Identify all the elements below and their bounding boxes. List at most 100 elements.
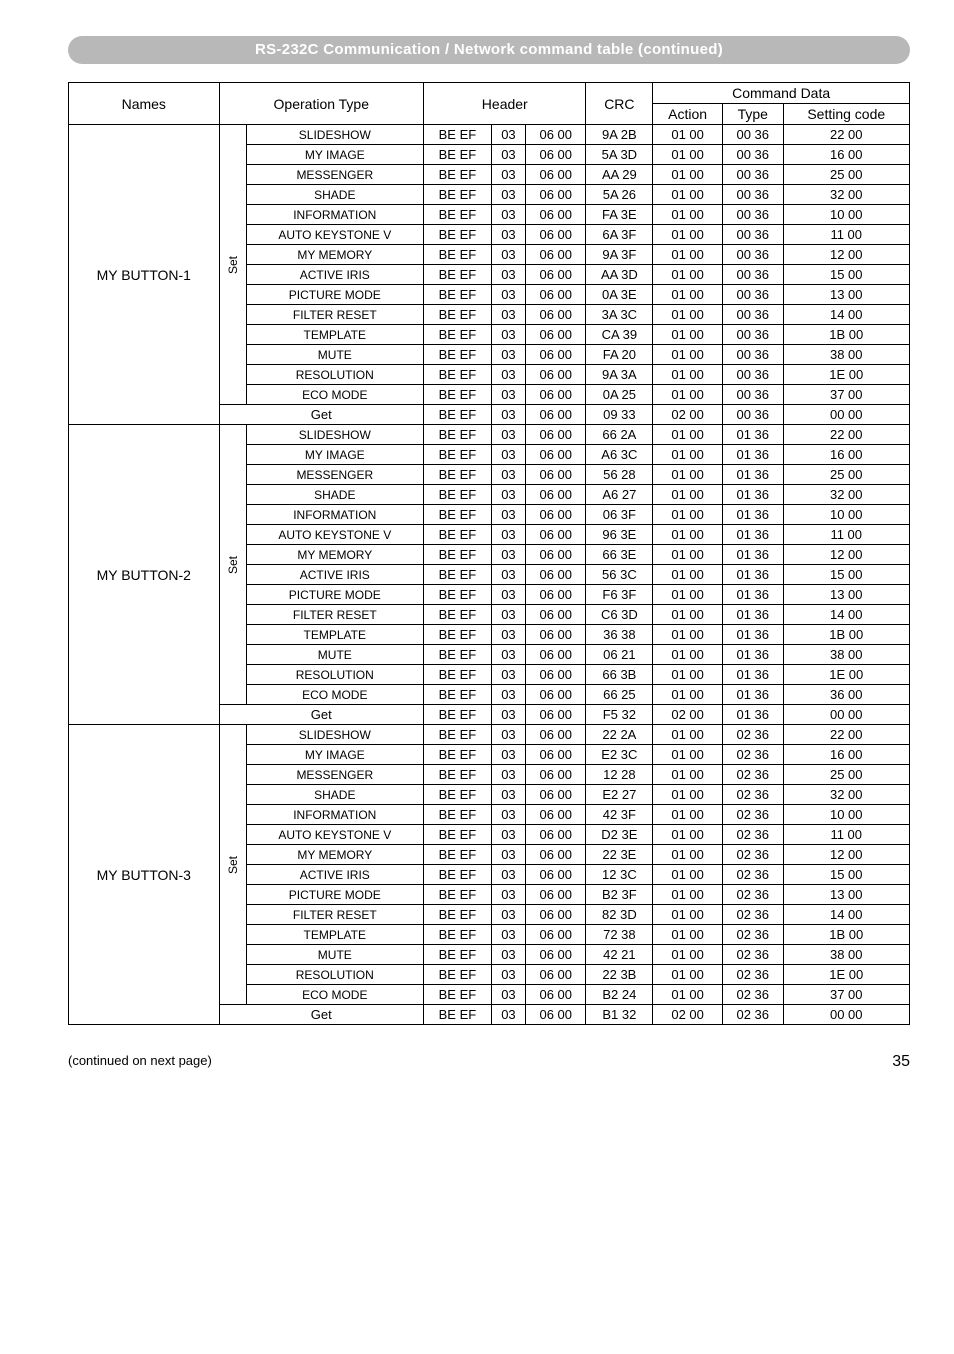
cell-t: 00 36 [723, 345, 783, 365]
cell-h3: 06 00 [526, 885, 586, 905]
cell-h1: BE EF [424, 145, 492, 165]
cell-s: 00 00 [783, 1005, 910, 1025]
cell-crc: 0A 3E [586, 285, 653, 305]
get-label: Get [219, 705, 424, 725]
cell-h2: 03 [491, 425, 525, 445]
get-label: Get [219, 405, 424, 425]
cell-h3: 06 00 [526, 425, 586, 445]
cell-h3: 06 00 [526, 865, 586, 885]
cell-crc: B2 3F [586, 885, 653, 905]
cell-crc: 22 3E [586, 845, 653, 865]
operation-name: PICTURE MODE [246, 285, 424, 305]
operation-name: TEMPLATE [246, 325, 424, 345]
cell-h1: BE EF [424, 965, 492, 985]
cell-crc: 66 25 [586, 685, 653, 705]
cell-h3: 06 00 [526, 1005, 586, 1025]
cell-h3: 06 00 [526, 185, 586, 205]
command-table: Names Operation Type Header CRC Command … [68, 82, 910, 1025]
cell-h1: BE EF [424, 505, 492, 525]
cell-s: 13 00 [783, 585, 910, 605]
cell-a: 01 00 [653, 125, 723, 145]
cell-a: 01 00 [653, 925, 723, 945]
cell-a: 01 00 [653, 305, 723, 325]
cell-crc: 22 2A [586, 725, 653, 745]
cell-h3: 06 00 [526, 325, 586, 345]
cell-t: 02 36 [723, 805, 783, 825]
operation-name: INFORMATION [246, 205, 424, 225]
operation-name: ACTIVE IRIS [246, 265, 424, 285]
cell-h1: BE EF [424, 205, 492, 225]
cell-s: 36 00 [783, 685, 910, 705]
cell-h2: 03 [491, 405, 525, 425]
col-names: Names [69, 83, 220, 125]
cell-a: 01 00 [653, 325, 723, 345]
cell-s: 37 00 [783, 985, 910, 1005]
col-setting-code: Setting code [783, 104, 910, 125]
cell-s: 22 00 [783, 125, 910, 145]
cell-crc: 5A 3D [586, 145, 653, 165]
col-operation: Operation Type [219, 83, 424, 125]
cell-a: 01 00 [653, 425, 723, 445]
cell-h3: 06 00 [526, 345, 586, 365]
cell-h1: BE EF [424, 665, 492, 685]
cell-h1: BE EF [424, 305, 492, 325]
cell-t: 01 36 [723, 445, 783, 465]
cell-h1: BE EF [424, 825, 492, 845]
cell-s: 16 00 [783, 445, 910, 465]
operation-name: MY MEMORY [246, 245, 424, 265]
cell-s: 13 00 [783, 885, 910, 905]
cell-h1: BE EF [424, 725, 492, 745]
cell-s: 22 00 [783, 725, 910, 745]
cell-crc: 42 3F [586, 805, 653, 825]
cell-h3: 06 00 [526, 145, 586, 165]
cell-h3: 06 00 [526, 165, 586, 185]
cell-h3: 06 00 [526, 445, 586, 465]
cell-crc: 5A 26 [586, 185, 653, 205]
cell-h2: 03 [491, 265, 525, 285]
cell-crc: 36 38 [586, 625, 653, 645]
cell-h1: BE EF [424, 585, 492, 605]
cell-s: 00 00 [783, 705, 910, 725]
cell-h1: BE EF [424, 485, 492, 505]
cell-h3: 06 00 [526, 625, 586, 645]
set-label: Set [219, 125, 246, 405]
cell-s: 11 00 [783, 225, 910, 245]
cell-crc: E2 27 [586, 785, 653, 805]
cell-a: 01 00 [653, 245, 723, 265]
banner-title: RS-232C Communication / Network command … [68, 36, 910, 64]
cell-a: 02 00 [653, 1005, 723, 1025]
cell-a: 01 00 [653, 665, 723, 685]
operation-name: MY IMAGE [246, 445, 424, 465]
operation-name: MUTE [246, 645, 424, 665]
cell-a: 01 00 [653, 765, 723, 785]
cell-h1: BE EF [424, 805, 492, 825]
cell-h3: 06 00 [526, 705, 586, 725]
page: RS-232C Communication / Network command … [0, 0, 954, 1099]
cell-h2: 03 [491, 845, 525, 865]
cell-crc: 12 3C [586, 865, 653, 885]
cell-t: 01 36 [723, 645, 783, 665]
cell-h2: 03 [491, 365, 525, 385]
cell-a: 01 00 [653, 365, 723, 385]
cell-h3: 06 00 [526, 785, 586, 805]
cell-crc: 06 21 [586, 645, 653, 665]
operation-name: PICTURE MODE [246, 885, 424, 905]
col-command-data: Command Data [653, 83, 910, 104]
cell-h2: 03 [491, 145, 525, 165]
cell-h2: 03 [491, 865, 525, 885]
cell-h1: BE EF [424, 885, 492, 905]
cell-s: 22 00 [783, 425, 910, 445]
cell-a: 01 00 [653, 725, 723, 745]
cell-t: 02 36 [723, 965, 783, 985]
cell-t: 02 36 [723, 825, 783, 845]
cell-t: 00 36 [723, 385, 783, 405]
col-type: Type [723, 104, 783, 125]
cell-h3: 06 00 [526, 985, 586, 1005]
cell-crc: 66 3E [586, 545, 653, 565]
cell-a: 01 00 [653, 885, 723, 905]
operation-name: AUTO KEYSTONE V [246, 825, 424, 845]
operation-name: MY IMAGE [246, 145, 424, 165]
page-footer: (continued on next page) 35 [68, 1053, 910, 1071]
cell-a: 01 00 [653, 825, 723, 845]
cell-s: 1E 00 [783, 965, 910, 985]
